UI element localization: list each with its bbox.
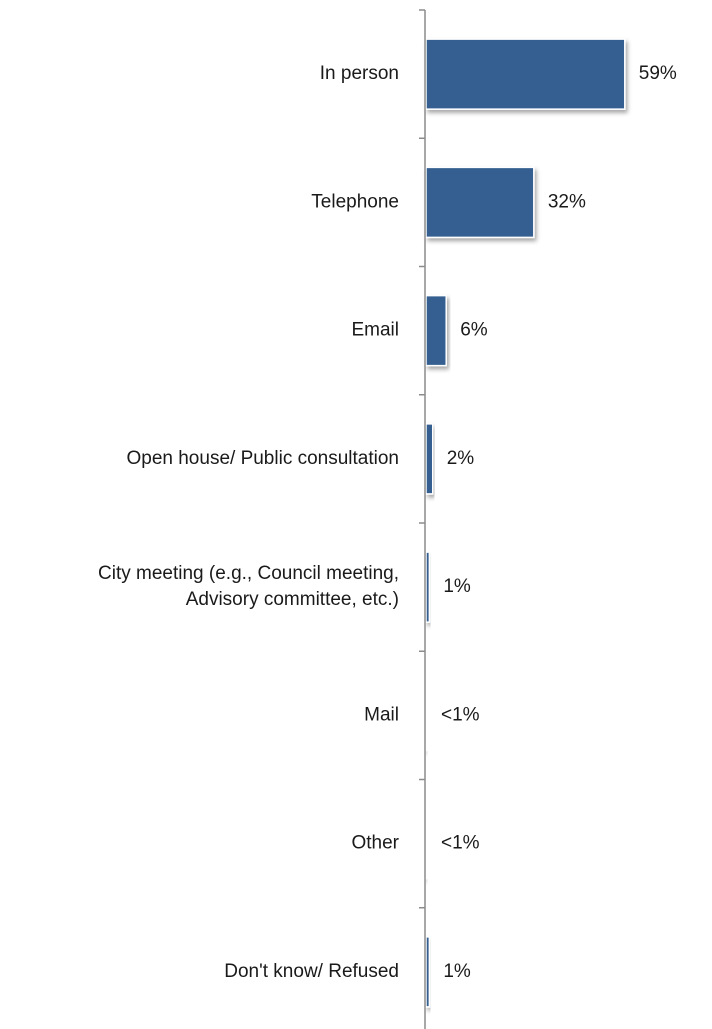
- data-label: 32%: [548, 191, 586, 212]
- bar: [425, 38, 626, 110]
- category-axis: [419, 9, 426, 1029]
- bar: [425, 294, 447, 367]
- category-label: Don't know/ Refused: [224, 961, 399, 982]
- category-label: Mail: [364, 704, 399, 725]
- bar: [425, 551, 431, 623]
- labels-group: 59% In person 32% Telephone 6% Email 2% Open ho…: [98, 63, 677, 982]
- data-label: 6%: [460, 320, 488, 341]
- category-label: Telephone: [311, 191, 399, 212]
- category-label: In person: [320, 63, 399, 84]
- category-label: City meeting (e.g., Council meeting,: [98, 563, 399, 584]
- bars-group: [425, 38, 626, 1008]
- category-label: Advisory committee, etc.): [186, 589, 399, 610]
- category-label: Other: [351, 833, 399, 854]
- category-label: Open house/ Public consultation: [126, 448, 399, 469]
- category-label: Email: [351, 320, 399, 341]
- data-label: 59%: [639, 63, 677, 84]
- data-label: <1%: [441, 833, 480, 854]
- bar: [425, 807, 428, 880]
- bar: [425, 679, 428, 752]
- bar: [425, 936, 431, 1008]
- data-label: <1%: [441, 704, 480, 725]
- data-label: 1%: [443, 961, 471, 982]
- bar: [425, 166, 535, 239]
- data-label: 1%: [443, 576, 471, 597]
- bar: [425, 423, 434, 495]
- data-label: 2%: [447, 448, 475, 469]
